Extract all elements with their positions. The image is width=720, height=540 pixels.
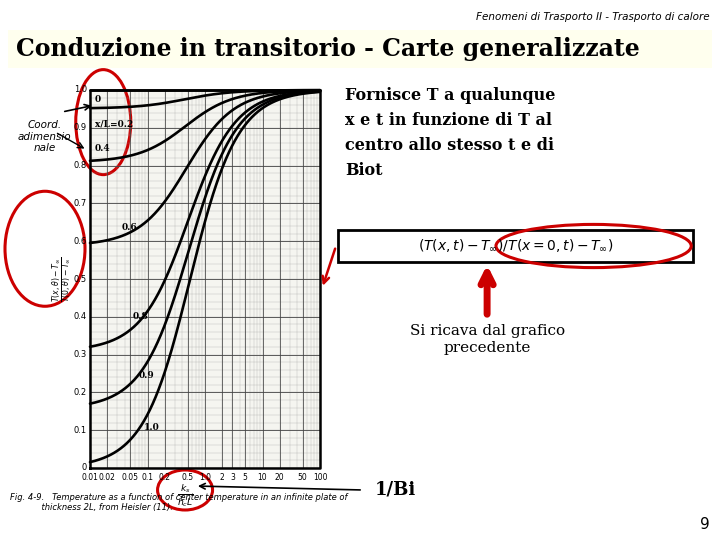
Text: 5: 5 (243, 473, 248, 482)
Bar (8, 30, 712, 68)
Text: 1.0: 1.0 (199, 473, 211, 482)
Text: 20: 20 (275, 473, 284, 482)
Text: Si ricava dal grafico: Si ricava dal grafico (410, 324, 564, 338)
Text: 1.0: 1.0 (143, 423, 159, 431)
Text: 0.8: 0.8 (132, 312, 148, 321)
Text: 0.7: 0.7 (73, 199, 87, 208)
Text: 0.5: 0.5 (181, 473, 194, 482)
Text: Coord.
adimensio
nale: Coord. adimensio nale (18, 120, 71, 153)
Text: 0.4: 0.4 (94, 144, 110, 153)
Text: 9: 9 (701, 517, 710, 532)
Text: thickness 2L, from Heisler (11).: thickness 2L, from Heisler (11). (10, 503, 173, 512)
Text: 0.01: 0.01 (81, 473, 99, 482)
Text: 0.1: 0.1 (74, 426, 87, 435)
Text: 0: 0 (94, 95, 101, 104)
Text: 0.2: 0.2 (159, 473, 171, 482)
Text: 0.9: 0.9 (74, 123, 87, 132)
Text: 1/Bi: 1/Bi (375, 481, 416, 499)
Text: 0.6: 0.6 (73, 237, 87, 246)
Text: Fornisce T a qualunque: Fornisce T a qualunque (345, 87, 555, 104)
Text: 0.9: 0.9 (138, 371, 154, 380)
Text: $\frac{T(x,\theta)-T_\infty}{T(0,\theta)-T_\infty}$: $\frac{T(x,\theta)-T_\infty}{T(0,\theta)… (50, 256, 73, 302)
Text: 50: 50 (298, 473, 307, 482)
Text: 0: 0 (82, 463, 87, 472)
Text: $(T(x,t)-T_\infty)/T(x=0,t)-T_\infty)$: $(T(x,t)-T_\infty)/T(x=0,t)-T_\infty)$ (418, 238, 613, 254)
Text: Biot: Biot (345, 162, 382, 179)
Text: precedente: precedente (444, 341, 531, 355)
Text: Conduzione in transitorio - Carte generalizzate: Conduzione in transitorio - Carte genera… (16, 37, 640, 61)
Bar (338, 230, 693, 262)
Text: x/L=0.2: x/L=0.2 (94, 119, 132, 129)
Text: 0.3: 0.3 (73, 350, 87, 359)
Text: 0.8: 0.8 (73, 161, 87, 170)
Text: 3: 3 (230, 473, 235, 482)
Text: 0.5: 0.5 (74, 274, 87, 284)
Text: 100: 100 (312, 473, 328, 482)
Text: 10: 10 (258, 473, 267, 482)
Text: 0.2: 0.2 (74, 388, 87, 397)
Text: 0.6: 0.6 (121, 224, 137, 232)
Text: 0.4: 0.4 (74, 312, 87, 321)
Bar (90, 90, 320, 468)
Text: Fig. 4-9.   Temperature as a function of center temperature in an infinite plate: Fig. 4-9. Temperature as a function of c… (10, 493, 348, 502)
Text: 2: 2 (220, 473, 225, 482)
Text: $\frac{k_s}{\bar{h}_c L}$: $\frac{k_s}{\bar{h}_c L}$ (176, 482, 194, 509)
Text: 0.05: 0.05 (122, 473, 139, 482)
Text: centro allo stesso t e di: centro allo stesso t e di (345, 137, 554, 154)
Text: 0.1: 0.1 (142, 473, 153, 482)
Text: x e t in funzione di T al: x e t in funzione di T al (345, 112, 552, 129)
Text: 1.0: 1.0 (74, 85, 87, 94)
Text: 0.02: 0.02 (99, 473, 116, 482)
Text: Fenomeni di Trasporto II - Trasporto di calore: Fenomeni di Trasporto II - Trasporto di … (477, 12, 710, 22)
